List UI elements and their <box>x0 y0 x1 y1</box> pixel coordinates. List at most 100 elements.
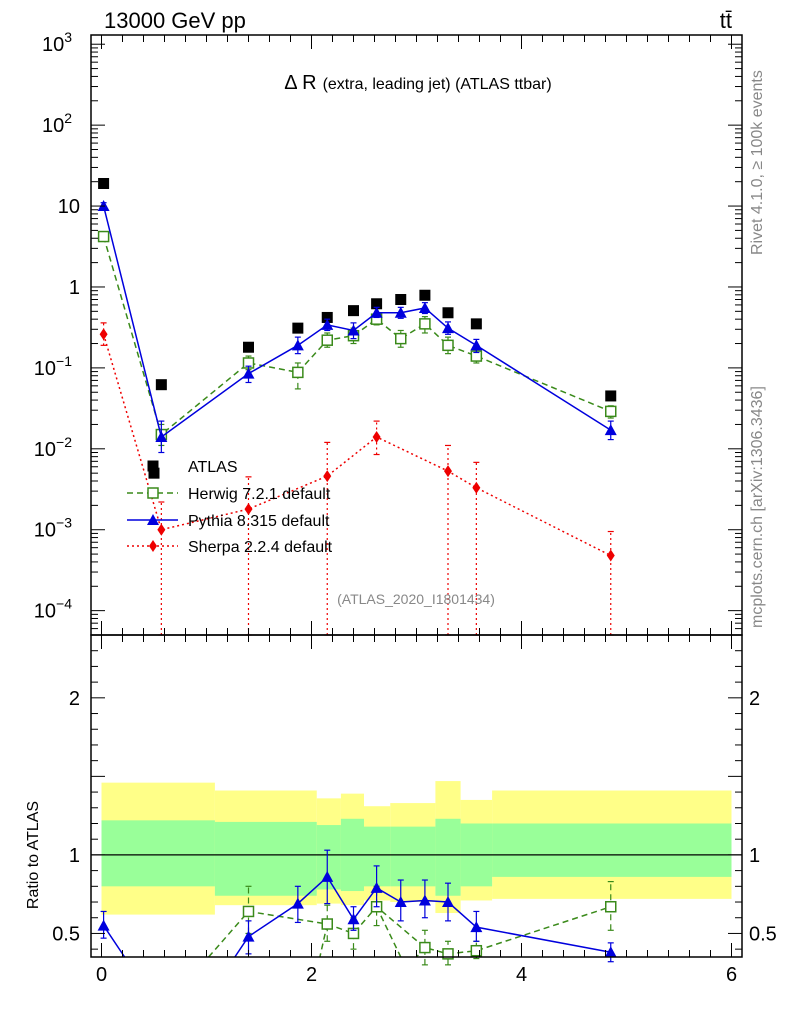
herwig-ratio-point <box>242 905 255 918</box>
main-y-tick-label: 1 <box>69 277 80 299</box>
atlas-data-point <box>395 294 407 306</box>
main-y-tick-label-exponent: −1 <box>56 353 72 369</box>
plot-title: Δ R (extra, leading jet) (ATLAS ttbar) <box>284 72 551 94</box>
plot-title-symbol: Δ R <box>284 72 316 94</box>
x-tick-label: 0 <box>96 964 107 986</box>
sherpa-data-point <box>472 481 481 494</box>
herwig-ratio-exit-line <box>375 906 402 958</box>
mcplots-label: mcplots.cern.ch [arXiv:1306.3436] <box>749 386 766 628</box>
herwig-data-point <box>321 334 333 346</box>
rivet-version-label: Rivet 4.1.0, ≥ 100k events <box>749 70 766 255</box>
atlas-data-point <box>321 311 333 323</box>
legend-pythia-marker <box>147 514 159 525</box>
ratio-band-inner <box>101 820 215 887</box>
ratio-band-inner <box>390 826 436 887</box>
pythia-ratio-point <box>394 896 407 908</box>
sherpa-data-point <box>323 470 332 483</box>
ratio-y-tick-label-left: 0.5 <box>52 923 80 945</box>
atlas-data-point <box>419 289 431 301</box>
ratio-y-tick-label-left: 1 <box>69 845 80 867</box>
herwig-ratio-point <box>321 918 333 930</box>
pythia-ratio-point <box>242 930 255 942</box>
sherpa-data-point <box>244 503 253 516</box>
main-y-tick-label-exponent: −2 <box>56 434 72 450</box>
pythia-ratio-line-segment <box>102 925 126 958</box>
atlas-data-point <box>292 322 304 334</box>
atlas-data-point <box>98 177 110 189</box>
ratio-y-axis-label: Ratio to ATLAS <box>25 801 42 909</box>
process-label: tt̄ <box>720 8 732 33</box>
x-tick-label: 4 <box>516 964 527 986</box>
pythia-ratio-point <box>291 897 304 909</box>
main-y-tick-label-base: 10 <box>42 115 64 137</box>
main-y-tick-label-base: 10 <box>42 34 64 56</box>
ratio-band-inner <box>214 821 317 896</box>
main-y-tick-label: 10−4 <box>34 596 72 623</box>
x-tick-label: 2 <box>306 964 317 986</box>
atlas-data-point <box>470 318 482 330</box>
main-y-tick-label-exponent: 2 <box>64 110 72 126</box>
herwig-data-point <box>419 318 431 330</box>
main-y-tick-label: 10−3 <box>34 515 72 542</box>
main-y-tick-label-base: 10 <box>34 358 56 380</box>
atlas-data-point <box>605 390 617 402</box>
legend: ATLAS Herwig 7.2.1 default Pythia 8.315 de… <box>127 459 333 556</box>
main-y-tick-label-base: 1 <box>69 277 80 299</box>
x-tick-label: 6 <box>726 964 737 986</box>
pythia-data-point <box>347 324 360 336</box>
legend-sherpa-marker <box>149 540 157 552</box>
analysis-watermark: (ATLAS_2020_I1801434) <box>337 591 495 607</box>
herwig-data-point <box>395 332 407 345</box>
atlas-data-point <box>148 467 160 479</box>
herwig-data-point <box>442 339 454 352</box>
atlas-data-point <box>371 298 383 310</box>
sherpa-data-point <box>444 465 452 478</box>
ratio-frame: 2 2 1 1 0.5 0.5 0 2 4 6 <box>52 634 777 986</box>
ratio-band-inner <box>492 823 732 877</box>
legend-atlas-marker <box>147 460 159 472</box>
pythia-ratio-point <box>347 913 360 925</box>
legend-atlas-label: ATLAS <box>188 459 238 476</box>
main-y-tick-label-exponent: −3 <box>56 515 72 531</box>
pythia-ratio-point <box>442 896 454 908</box>
pythia-ratio-point <box>97 919 110 931</box>
ratio-plot-area <box>91 781 742 966</box>
main-y-tick-label: 10−2 <box>34 434 72 461</box>
pythia-ratio-point <box>370 881 383 893</box>
pythia-data-point <box>394 306 407 318</box>
sherpa-data-point <box>606 549 615 562</box>
main-y-tick-label: 10 <box>58 196 80 218</box>
sherpa-series-line <box>102 334 612 557</box>
herwig-ratio-point <box>470 944 483 957</box>
ratio-y-tick-label-left: 2 <box>69 688 80 710</box>
herwig-ratio-point <box>605 900 617 913</box>
pythia-data-point <box>370 306 383 318</box>
sherpa-data-point <box>157 523 166 536</box>
pythia-data-point <box>470 339 483 351</box>
herwig-ratio-line <box>208 905 611 958</box>
main-y-tick-label: 103 <box>42 29 72 56</box>
ratio-y-tick-label-right: 2 <box>749 688 760 710</box>
main-y-tick-label-base: 10 <box>34 439 56 461</box>
ratio-y-tick-label-right: 0.5 <box>749 923 777 945</box>
main-y-tick-label-exponent: −4 <box>56 596 72 612</box>
plot-title-rest: (extra, leading jet) (ATLAS ttbar) <box>323 76 552 93</box>
legend-pythia-label: Pythia 8.315 default <box>188 513 330 530</box>
legend-herwig-marker <box>147 487 159 499</box>
sherpa-data-point <box>99 328 108 341</box>
pythia-data-point <box>242 367 255 379</box>
main-y-tick-label-base: 10 <box>58 196 80 218</box>
herwig-data-point <box>97 230 110 243</box>
pythia-series-line <box>102 205 612 439</box>
pythia-data-point <box>604 424 617 436</box>
main-y-tick-label: 102 <box>42 110 72 137</box>
herwig-data-point <box>605 405 617 418</box>
pythia-data-point <box>321 318 334 330</box>
main-y-tick-label-base: 10 <box>34 601 56 623</box>
pythia-data-point <box>442 322 454 334</box>
herwig-ratio-point <box>419 941 431 954</box>
main-plot-area <box>97 177 617 636</box>
sherpa-data-point <box>372 430 381 443</box>
